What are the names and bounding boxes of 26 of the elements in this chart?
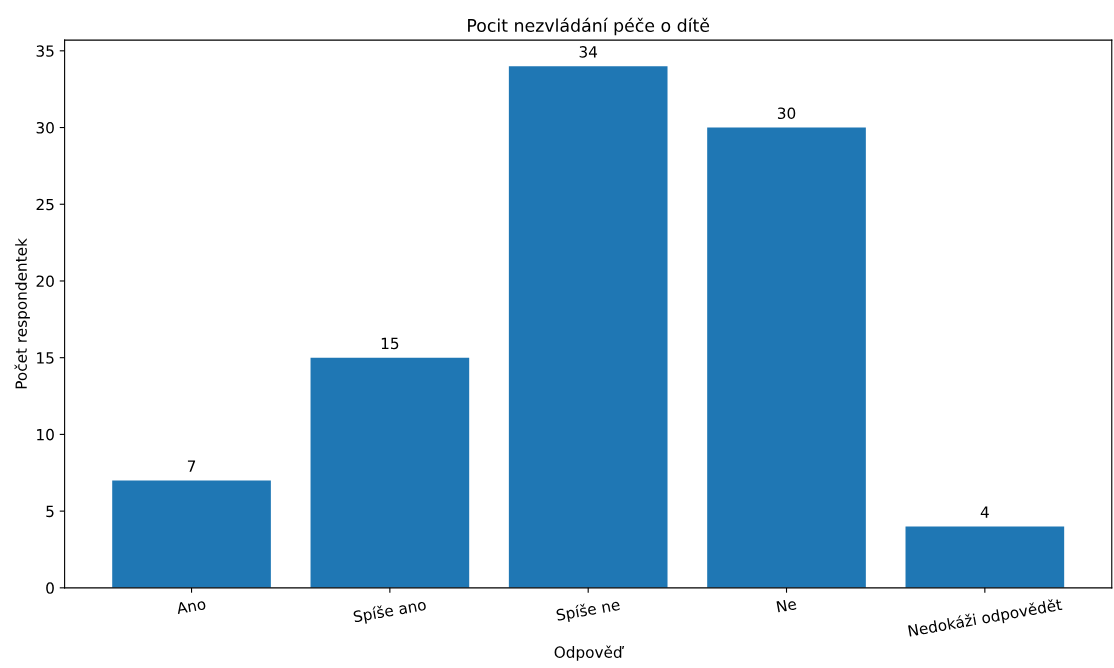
x-tick-label: Ano: [175, 598, 207, 615]
bar: [905, 526, 1065, 588]
bar: [508, 66, 668, 588]
x-tick-label: Nedokáži odpovědět: [907, 597, 1063, 640]
bar: [707, 127, 866, 588]
x-tick-label: Spíše ne: [555, 597, 621, 624]
data-label: 34: [579, 46, 598, 58]
y-tick-label: 5: [46, 505, 54, 518]
y-tick-label: 35: [36, 45, 54, 57]
data-label: 4: [980, 506, 989, 518]
x-axis-title: Odpověď: [554, 645, 625, 661]
y-tick-label: 0: [46, 582, 54, 594]
y-axis-title: Počet respondentek: [14, 238, 30, 389]
y-tick-label: 20: [36, 275, 54, 287]
y-tick-label: 10: [37, 428, 54, 441]
bar: [310, 357, 470, 588]
data-label: 30: [777, 107, 796, 120]
y-tick-label: 25: [36, 198, 54, 211]
x-tick-label: Ne: [776, 598, 797, 613]
y-tick-label: 30: [36, 122, 54, 134]
data-label: 15: [381, 337, 399, 350]
y-tick-label: 15: [37, 352, 54, 364]
x-tick-label: Spíše ano: [352, 597, 427, 626]
bar: [112, 480, 271, 588]
chart-title: Pocit nezvládání péče o dítě: [468, 17, 710, 36]
data-label: 7: [187, 460, 196, 472]
